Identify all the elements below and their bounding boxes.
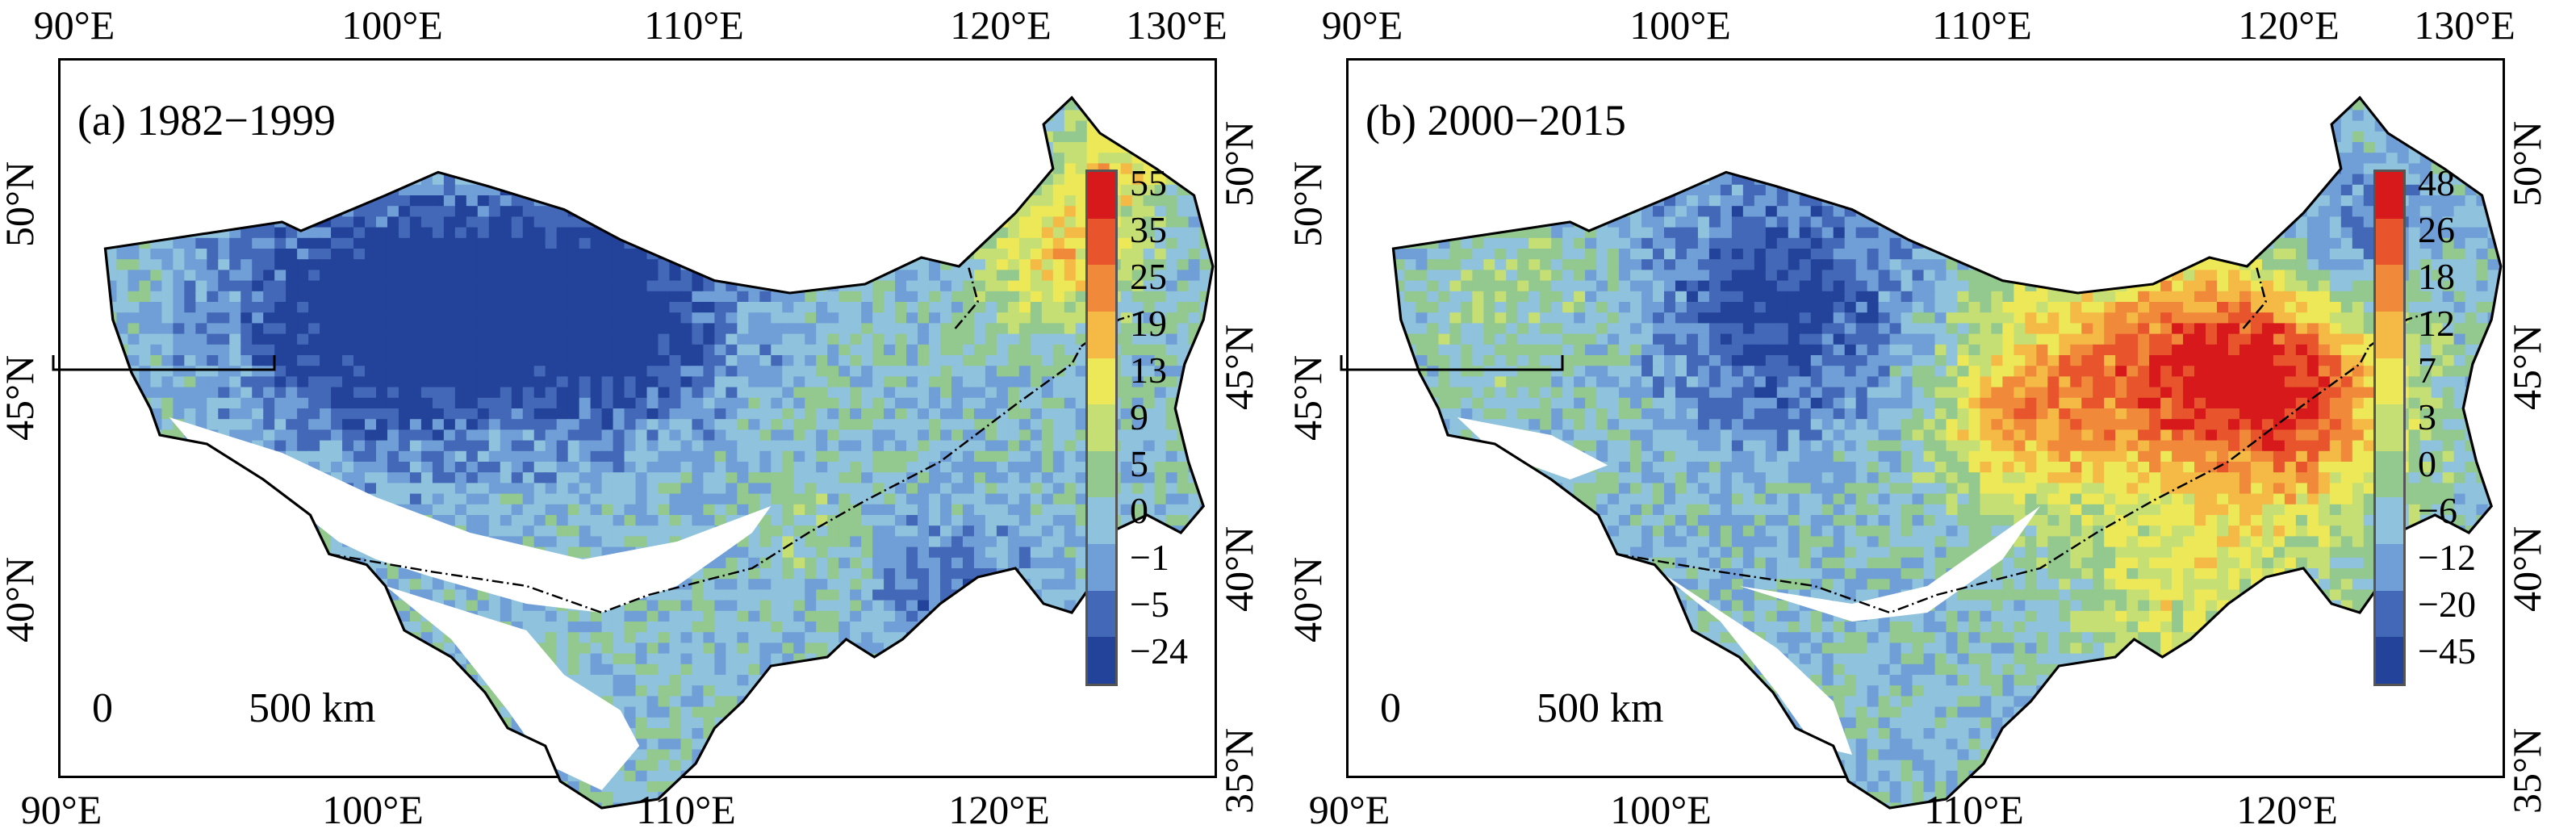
legend-swatch (2376, 172, 2403, 219)
legend-swatch (2376, 404, 2403, 451)
legend-swatch (1088, 637, 1115, 684)
scale-bar-end-label: 500 km (1537, 685, 1664, 731)
bottom-lon-label: 110°E (636, 787, 736, 832)
boundary-line (328, 345, 1082, 614)
bottom-lon-label: 120°E (2236, 787, 2338, 832)
scale-bar-end-label: 500 km (249, 685, 376, 731)
legend-swatch (1088, 450, 1115, 498)
legend-label: 18 (2418, 256, 2455, 297)
legend-swatch (1088, 544, 1115, 591)
bottom-lon-label: 90°E (1308, 787, 1390, 832)
legend-swatch (2376, 590, 2403, 638)
legend-label: 19 (1130, 303, 1167, 344)
legend-swatch (2376, 450, 2403, 498)
panel-title: (a) 1982−1999 (77, 96, 336, 144)
right-lat-label: 45°N (2504, 324, 2549, 411)
legend-label: 0 (2418, 443, 2436, 484)
right-lat-label: 40°N (1216, 525, 1261, 613)
top-lon-label: 90°E (1321, 2, 1403, 48)
legend-label: −6 (2418, 490, 2457, 531)
legend-swatch (2376, 497, 2403, 544)
scale-bar (1340, 355, 1564, 371)
bottom-lon-label: 100°E (322, 787, 424, 832)
top-lon-label: 110°E (644, 2, 744, 48)
left-lat-label: 50°N (1285, 161, 1330, 248)
legend-label: 9 (1130, 396, 1148, 437)
legend-swatch (2376, 637, 2403, 684)
legend-label: −5 (1130, 584, 1169, 625)
map-canvas (52, 95, 1215, 810)
legend-label: 5 (1130, 443, 1148, 484)
region-outline (1391, 95, 2503, 810)
legend-label: 7 (2418, 350, 2436, 391)
legend-swatch (1088, 404, 1115, 451)
top-lon-label: 90°E (33, 2, 115, 48)
scale-bar-start-label: 0 (92, 685, 113, 731)
legend-label: 13 (1130, 350, 1167, 391)
left-lat-label: 50°N (0, 161, 42, 248)
legend-label: −45 (2418, 630, 2476, 672)
legend-label: 55 (1130, 162, 1167, 203)
right-lat-label: 35°N (2504, 727, 2549, 814)
top-lon-label: 120°E (2238, 2, 2340, 48)
legend-swatch (1088, 218, 1115, 266)
legend-swatch (1088, 311, 1115, 358)
legend-swatch (1088, 497, 1115, 544)
panel-title: (b) 2000−2015 (1365, 96, 1626, 144)
right-lat-label: 50°N (2504, 120, 2549, 207)
legend-label: 3 (2418, 396, 2436, 437)
legend-colorbar (2373, 170, 2406, 686)
legend-label: 25 (1130, 256, 1167, 297)
scale-bar (52, 355, 276, 371)
top-lon-label: 120°E (950, 2, 1052, 48)
legend-swatch (2376, 265, 2403, 312)
right-lat-label: 45°N (1216, 324, 1261, 411)
legend-label: −24 (1130, 630, 1188, 672)
legend-label: −1 (1130, 537, 1169, 578)
bottom-lon-label: 110°E (1924, 787, 2024, 832)
legend-swatch (2376, 218, 2403, 266)
left-lat-label: 40°N (0, 556, 42, 643)
legend-swatch (1088, 358, 1115, 405)
legend-label: −20 (2418, 584, 2476, 625)
legend-label: 35 (1130, 209, 1167, 250)
scale-bar-start-label: 0 (1380, 685, 1401, 731)
boundary-line (1616, 345, 2370, 614)
top-lon-label: 130°E (2414, 2, 2515, 48)
top-lon-label: 100°E (341, 2, 443, 48)
legend-swatch (2376, 544, 2403, 591)
legend-label: 26 (2418, 209, 2455, 250)
left-lat-label: 45°N (0, 354, 42, 442)
map-panel-b: 90°E 100°E 110°E 120°E 130°E 90°E 100°E … (1285, 0, 2576, 833)
top-lon-label: 100°E (1629, 2, 1731, 48)
left-lat-label: 40°N (1285, 556, 1330, 643)
left-lat-label: 45°N (1285, 354, 1330, 442)
right-lat-label: 40°N (2504, 525, 2549, 613)
legend-swatch (2376, 358, 2403, 405)
legend-label: 0 (1130, 490, 1148, 531)
legend-swatch (1088, 265, 1115, 312)
bottom-lon-label: 100°E (1610, 787, 1712, 832)
region-outline (103, 95, 1215, 810)
top-lon-label: 130°E (1126, 2, 1227, 48)
map-panel-a: 90°E 100°E 110°E 120°E 130°E 90°E 100°E … (0, 2, 1261, 832)
right-lat-label: 50°N (1216, 120, 1261, 207)
legend-label: −12 (2418, 537, 2476, 578)
legend-swatch (1088, 172, 1115, 219)
bottom-lon-label: 90°E (20, 787, 102, 832)
top-lon-label: 110°E (1932, 2, 2032, 48)
legend-swatch (1088, 590, 1115, 638)
right-lat-label: 35°N (1216, 727, 1261, 814)
legend-label: 12 (2418, 303, 2455, 344)
legend-swatch (2376, 311, 2403, 358)
legend-colorbar (1085, 170, 1118, 686)
legend-label: 48 (2418, 162, 2455, 203)
bottom-lon-label: 120°E (948, 787, 1050, 832)
